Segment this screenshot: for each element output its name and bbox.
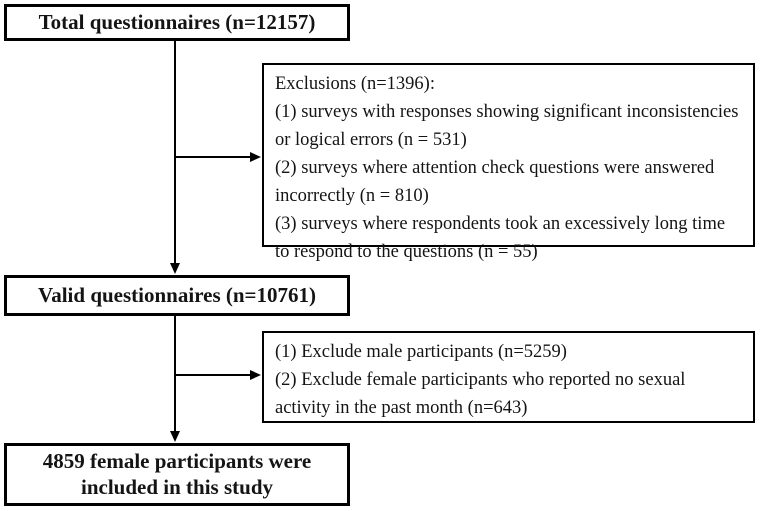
included-participants-box: 4859 female participants were included i… bbox=[4, 443, 350, 506]
valid-questionnaires-label: Valid questionnaires (n=10761) bbox=[37, 282, 317, 307]
total-questionnaires-box: Total questionnaires (n=12157) bbox=[4, 4, 350, 41]
exclusions-title: Exclusions (n=1396): bbox=[275, 74, 435, 94]
second-exclusion-item-2: (2) Exclude female participants who repo… bbox=[275, 370, 686, 418]
exclusions-box: Exclusions (n=1396): (1) surveys with re… bbox=[262, 63, 755, 262]
total-questionnaires-label: Total questionnaires (n=12157) bbox=[38, 9, 316, 34]
arrowhead-right-exclusions2 bbox=[250, 370, 261, 380]
exclusion-item-1: (1) surveys with responses showing signi… bbox=[275, 102, 739, 150]
arrowhead-right-exclusions1 bbox=[250, 152, 261, 162]
arrowhead-down-valid bbox=[170, 263, 180, 274]
second-exclusion-item-1: (1) Exclude male participants (n=5259) bbox=[275, 342, 567, 362]
second-exclusions-box: (1) Exclude male participants (n=5259) (… bbox=[262, 331, 755, 423]
included-participants-label: 4859 female participants were included i… bbox=[42, 448, 312, 499]
exclusion-item-2: (2) surveys where attention check questi… bbox=[275, 158, 715, 206]
exclusion-item-3: (3) surveys where respondents took an ex… bbox=[275, 214, 726, 262]
valid-questionnaires-box: Valid questionnaires (n=10761) bbox=[4, 275, 350, 316]
arrowhead-down-final bbox=[170, 431, 180, 442]
